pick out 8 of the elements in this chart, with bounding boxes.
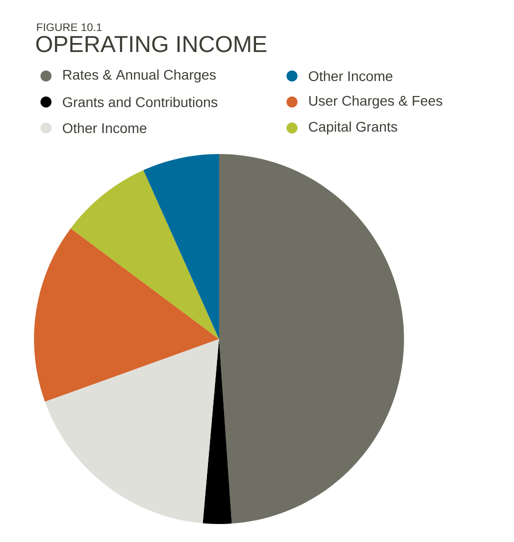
legend-label: Other Income (62, 122, 146, 134)
chart-title: OPERATING INCOME (36, 36, 266, 52)
legend-label: Rates & Annual Charges (63, 69, 216, 83)
legend-label: Other Income (308, 70, 392, 82)
chart-subtitle: FIGURE 10.1 (37, 23, 102, 32)
legend-label: Capital Grants (308, 121, 398, 135)
legend-label: Grants and Contributions (62, 96, 218, 108)
legend-label: User Charges & Fees (309, 95, 442, 109)
